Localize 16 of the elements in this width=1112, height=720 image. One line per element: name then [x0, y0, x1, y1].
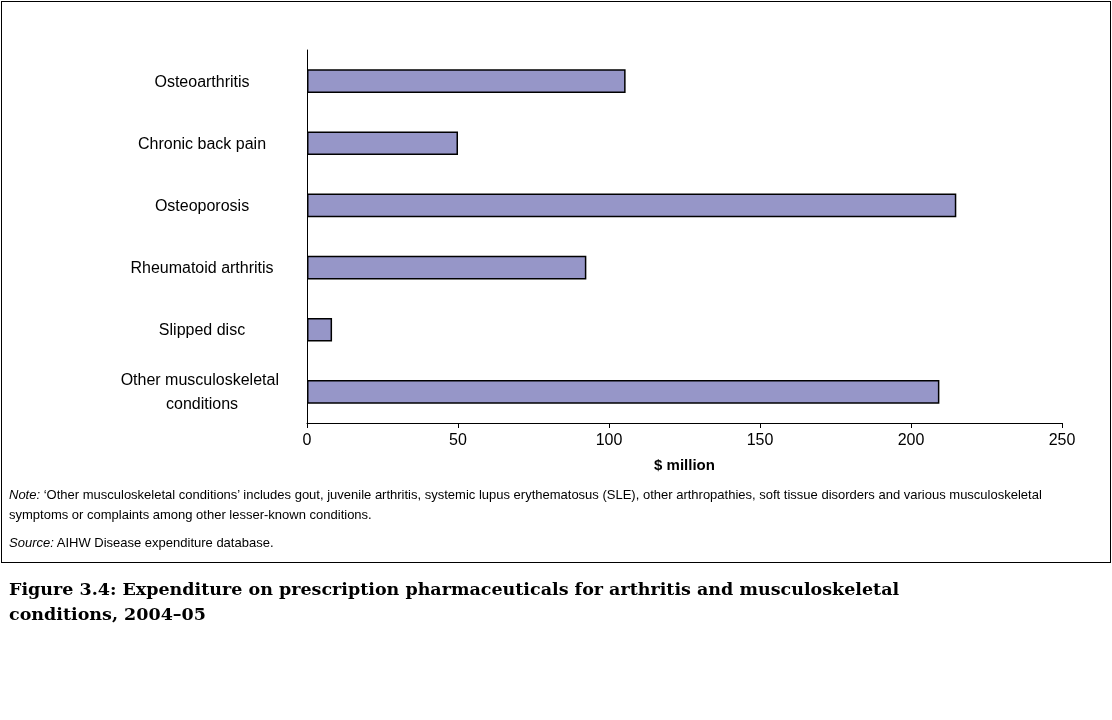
text: Figure 3.4: Expenditure on prescription pharmaceuticals for arthritis and musculoskeletal conditions, 2004–05 [9, 578, 901, 626]
x-tick-label: 200 [897, 430, 925, 448]
y-tick-label: Chronic back pain [137, 134, 267, 152]
x-tick-label: 50 [449, 430, 467, 448]
y-tick-label: Rheumatoid arthritis [130, 259, 274, 277]
x-tick-label: 0 [302, 430, 312, 448]
y-tick-label: Other musculoskeletal conditions [120, 371, 284, 413]
y-tick-label: Slipped disc [158, 321, 246, 339]
source-note: Source: AIHW Disease expenditure database. [9, 534, 275, 552]
y-tick-label: Osteoporosis [154, 196, 250, 214]
y-tick-label: Osteoarthritis [154, 72, 250, 90]
x-tick-label: 250 [1048, 430, 1076, 448]
x-axis-title: $ million [654, 456, 715, 473]
x-tick-label: 100 [595, 430, 623, 448]
text: Note: ‘Other musculoskeletal conditions’ includes gout, juvenile arthritis, systemic lupus erythematosus (SLE), other arthropathies, soft tissue disorders and various musculoskeletal symptoms or complaints among other lesser-known conditions. [9, 486, 1043, 524]
x-tick-label: 150 [746, 430, 774, 448]
